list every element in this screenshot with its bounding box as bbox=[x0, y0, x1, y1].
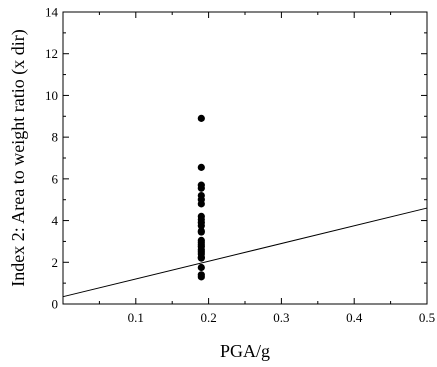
x-axis-ticks: 0.1 0.2 0.3 0.4 0.5 bbox=[98, 12, 435, 325]
y-tick-label: 6 bbox=[52, 171, 59, 186]
y-tick-label: 8 bbox=[52, 130, 59, 145]
data-point bbox=[197, 163, 205, 171]
x-tick-label: 0.5 bbox=[419, 310, 435, 325]
data-point bbox=[197, 273, 205, 281]
data-point bbox=[197, 263, 205, 272]
trend-line-layer bbox=[62, 207, 428, 298]
y-tick-label: 2 bbox=[52, 255, 59, 270]
data-point bbox=[197, 114, 205, 122]
x-tick-label: 0.2 bbox=[200, 310, 216, 325]
x-axis-title: PGA/g bbox=[220, 341, 270, 361]
y-axis-title: Index 2: Area to weight ratio (x dir) bbox=[8, 29, 29, 286]
y-tick-label: 12 bbox=[45, 46, 58, 61]
y-tick-label: 0 bbox=[52, 297, 59, 312]
trend-line bbox=[62, 207, 428, 298]
x-tick-label: 0.4 bbox=[346, 310, 363, 325]
y-tick-label: 4 bbox=[52, 213, 59, 228]
data-point bbox=[197, 222, 205, 230]
data-point bbox=[197, 184, 205, 192]
x-tick-label: 0.1 bbox=[128, 310, 144, 325]
data-point bbox=[197, 200, 205, 208]
y-axis-ticks: 0 2 4 6 8 10 12 14 bbox=[45, 5, 427, 312]
y-tick-label: 14 bbox=[45, 5, 59, 20]
data-point bbox=[197, 228, 205, 236]
x-tick-label: 0.3 bbox=[273, 310, 289, 325]
y-tick-label: 10 bbox=[45, 88, 58, 103]
data-point bbox=[197, 254, 205, 262]
plot-frame bbox=[62, 11, 428, 305]
scatter-points-layer bbox=[197, 114, 205, 281]
